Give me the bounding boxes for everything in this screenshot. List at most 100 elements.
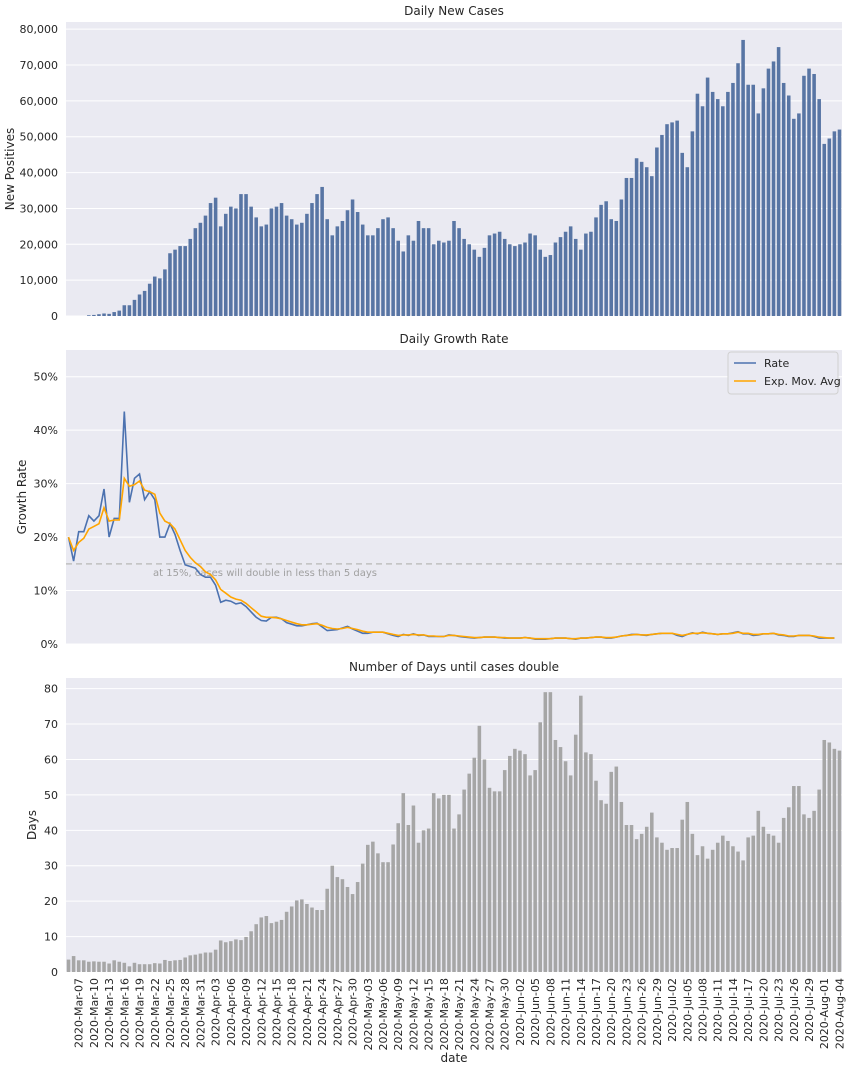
bar bbox=[294, 224, 299, 316]
bar bbox=[330, 235, 335, 316]
x-tick-label: 2020-Apr-24 bbox=[316, 978, 329, 1046]
y-tick-label: 40 bbox=[44, 824, 58, 837]
bar bbox=[599, 800, 603, 972]
bar bbox=[680, 152, 685, 316]
x-tick-label: 2020-May-06 bbox=[377, 978, 390, 1050]
bar bbox=[518, 244, 522, 316]
bar bbox=[208, 952, 213, 972]
bar bbox=[401, 793, 406, 972]
bar bbox=[497, 791, 502, 972]
bar bbox=[639, 161, 644, 316]
bar bbox=[761, 88, 766, 316]
bar bbox=[482, 759, 487, 972]
bar bbox=[751, 835, 756, 972]
x-tick-label: 2020-Jun-05 bbox=[529, 978, 542, 1046]
bar bbox=[127, 305, 132, 316]
bar bbox=[249, 931, 253, 972]
bar bbox=[751, 84, 756, 317]
bar bbox=[710, 849, 715, 972]
bar bbox=[756, 113, 761, 317]
bar bbox=[208, 203, 213, 316]
bar bbox=[274, 206, 279, 316]
bar bbox=[107, 313, 111, 316]
bar bbox=[87, 961, 91, 972]
bar bbox=[579, 695, 583, 972]
y-tick-label: 50 bbox=[44, 789, 58, 802]
x-tick-label: 2020-Mar-13 bbox=[103, 978, 116, 1048]
bar bbox=[345, 886, 350, 972]
x-tick-label: 2020-Apr-06 bbox=[225, 978, 238, 1046]
bar bbox=[695, 93, 700, 317]
bar bbox=[371, 235, 375, 316]
bar bbox=[289, 906, 294, 972]
bar bbox=[563, 231, 568, 316]
bar bbox=[487, 787, 492, 972]
bar bbox=[528, 775, 532, 972]
bar bbox=[81, 960, 86, 972]
bar bbox=[452, 220, 456, 316]
bar bbox=[117, 961, 122, 972]
bar bbox=[604, 803, 608, 972]
bar bbox=[685, 167, 690, 316]
y-tick-label: 30,000 bbox=[20, 202, 59, 215]
days-until-double-chart: 0 10 20 30 40 50 60 70 80 2020-Mar-07 2020-Mar-10… bbox=[25, 660, 846, 1065]
bar bbox=[700, 846, 705, 972]
bar bbox=[502, 770, 507, 972]
bar bbox=[173, 960, 177, 972]
bar bbox=[203, 215, 208, 316]
bar bbox=[259, 917, 264, 972]
bar bbox=[786, 807, 791, 972]
x-tick-label: 2020-Apr-12 bbox=[255, 978, 268, 1046]
bar bbox=[650, 176, 654, 316]
bar bbox=[421, 830, 426, 972]
x-tick-label: 2020-Jul-05 bbox=[681, 978, 694, 1042]
bar bbox=[203, 952, 208, 972]
bar bbox=[431, 793, 436, 972]
bar bbox=[66, 959, 71, 972]
x-tick-label: 2020-Mar-10 bbox=[88, 978, 101, 1048]
bar bbox=[594, 780, 598, 972]
bar bbox=[142, 290, 147, 316]
bar bbox=[665, 849, 669, 972]
bar bbox=[675, 120, 679, 316]
bar bbox=[426, 228, 431, 316]
bar bbox=[447, 794, 451, 972]
y-axis-label: Growth Rate bbox=[15, 460, 29, 535]
bar bbox=[391, 844, 395, 972]
series-line-ema bbox=[67, 475, 835, 640]
bar bbox=[579, 249, 583, 316]
bar bbox=[168, 961, 172, 972]
bar bbox=[249, 206, 253, 316]
bar bbox=[731, 82, 735, 316]
bar bbox=[426, 828, 431, 972]
y-tick-label: 60,000 bbox=[20, 95, 59, 108]
bar bbox=[366, 235, 370, 316]
bar bbox=[771, 61, 776, 316]
bar bbox=[695, 855, 700, 972]
bar bbox=[670, 848, 674, 972]
x-tick-label: 2020-Mar-07 bbox=[73, 978, 86, 1048]
bar bbox=[371, 841, 375, 972]
y-axis-label: New Positives bbox=[3, 128, 17, 211]
x-tick-label: 2020-Mar-25 bbox=[164, 978, 177, 1048]
bar bbox=[634, 158, 639, 316]
bar bbox=[614, 220, 619, 316]
bar bbox=[223, 942, 228, 972]
daily-new-cases-chart: 0 10,000 20,000 30,000 40,000 50,000 60,000 70,… bbox=[3, 4, 842, 323]
x-tick-label: 2020-Apr-18 bbox=[286, 978, 299, 1046]
bar bbox=[573, 734, 578, 972]
bar bbox=[594, 217, 598, 316]
bar bbox=[381, 219, 385, 316]
bar bbox=[629, 177, 634, 316]
bar bbox=[619, 801, 624, 972]
bar bbox=[163, 269, 167, 316]
bar bbox=[497, 231, 502, 316]
x-tick-label: 2020-Mar-19 bbox=[134, 978, 147, 1048]
bar bbox=[523, 754, 527, 972]
bar bbox=[315, 910, 319, 972]
bar bbox=[457, 228, 461, 316]
bar bbox=[644, 826, 649, 972]
bar bbox=[558, 237, 563, 316]
bar bbox=[381, 862, 385, 972]
bar bbox=[715, 99, 720, 317]
